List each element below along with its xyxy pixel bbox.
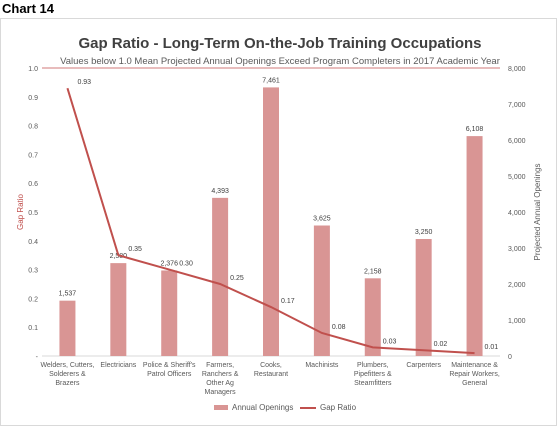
left-tick-label: 0.1 (28, 325, 38, 332)
bar-annual-openings (466, 136, 483, 356)
legend-swatch-openings (214, 405, 228, 410)
left-tick-label: 0.5 (28, 210, 38, 217)
bar-value-label: 1,537 (59, 291, 77, 298)
bar-annual-openings (415, 239, 432, 356)
left-tick-label: - (36, 354, 39, 361)
chart-subtitle: Values below 1.0 Mean Projected Annual O… (60, 56, 500, 67)
left-axis: - 0.1 0.2 0.3 0.4 0.5 0.6 0.7 0.8 0.9 1.0 (28, 66, 38, 361)
left-tick-label: 1.0 (28, 66, 38, 73)
gap-ratio-line (66, 87, 475, 355)
left-tick-label: 0.6 (28, 181, 38, 188)
gap-ratio-labels: 0.93 0.35 0.30 0.25 0.17 0.08 0.03 0.02 0.01 (77, 79, 498, 351)
right-tick-label: 5,000 (508, 174, 526, 181)
gap-ratio-value-label: 0.01 (485, 344, 499, 351)
left-tick-label: 0.2 (28, 296, 38, 303)
gap-ratio-value-label: 0.93 (77, 79, 91, 86)
category-labels: Welders, Cutters, Solderers & Brazers Elect… (40, 362, 499, 396)
category-label: Welders, Cutters, Solderers & Brazers (40, 362, 94, 387)
bar-annual-openings (313, 225, 330, 356)
left-tick-label: 0.9 (28, 95, 38, 102)
bar-annual-openings (212, 197, 229, 356)
right-tick-label: 2,000 (508, 282, 526, 289)
bar-value-label: 2,376 (160, 260, 178, 267)
category-label: Carpenters (406, 362, 441, 369)
left-axis-title: Gap Ratio (16, 193, 25, 230)
gap-ratio-value-label: 0.17 (281, 298, 295, 305)
right-tick-label: 8,000 (508, 66, 526, 73)
gap-ratio-value-label: 0.02 (434, 341, 448, 348)
annual-openings-bars (59, 87, 483, 357)
right-tick-label: 1,000 (508, 318, 526, 325)
right-tick-label: 0 (508, 354, 512, 361)
gap-ratio-value-label: 0.35 (128, 246, 142, 253)
right-tick-label: 4,000 (508, 210, 526, 217)
right-tick-label: 3,000 (508, 246, 526, 253)
left-tick-label: 0.4 (28, 239, 38, 246)
bar-annual-openings (161, 270, 178, 356)
category-label: Plumbers, Pipefitters & Steamfitters (354, 362, 392, 387)
bar-annual-openings (59, 300, 76, 356)
bar-value-label: 2,158 (364, 268, 382, 275)
bar-annual-openings (263, 87, 279, 357)
right-axis-title: Projected Annual Openings (533, 164, 542, 261)
legend-label-gap-ratio: Gap Ratio (320, 403, 357, 412)
category-label: Farmers, Ranchers & Other Ag Managers (202, 362, 239, 396)
bar-value-label: 4,393 (211, 188, 229, 195)
bar-value-label: 7,461 (262, 77, 280, 84)
annual-openings-labels: 1,537 2,580 2,376 4,393 7,461 3,625 2,158 3,250… (59, 77, 484, 297)
bar-annual-openings (364, 278, 381, 356)
right-axis: 0 1,000 2,000 3,000 4,000 5,000 6,000 7,000 8,00… (508, 66, 526, 361)
legend-label-openings: Annual Openings (232, 403, 293, 412)
gap-ratio-value-label: 0.03 (383, 338, 397, 345)
left-tick-label: 0.7 (28, 152, 38, 159)
gap-ratio-value-label: 0.08 (332, 324, 346, 331)
right-tick-label: 6,000 (508, 138, 526, 145)
left-tick-label: 0.8 (28, 124, 38, 131)
bar-value-label: 3,250 (415, 229, 433, 236)
bar-value-label: 2,580 (110, 253, 128, 260)
category-label: Police & Sheriff's Patrol Officers (143, 362, 196, 378)
bar-value-label: 6,108 (466, 126, 484, 133)
bar-value-label: 3,625 (313, 216, 331, 223)
gap-ratio-value-label: 0.25 (230, 275, 244, 282)
chart-number-label: Chart 14 (2, 1, 55, 16)
category-label: Electricians (100, 362, 136, 369)
chart-frame (0, 18, 557, 426)
gap-ratio-value-label: 0.30 (179, 261, 193, 268)
category-label: Machinists (305, 362, 339, 369)
left-tick-label: 0.3 (28, 268, 38, 275)
category-label: Cooks, Restaurant (254, 362, 288, 378)
right-tick-label: 7,000 (508, 102, 526, 109)
legend: Annual Openings Gap Ratio (214, 403, 357, 412)
bar-annual-openings (110, 263, 127, 356)
chart-title: Gap Ratio - Long-Term On-the-Job Trainin… (78, 35, 481, 52)
category-label: Maintenance & Repair Workers, General (449, 362, 499, 387)
